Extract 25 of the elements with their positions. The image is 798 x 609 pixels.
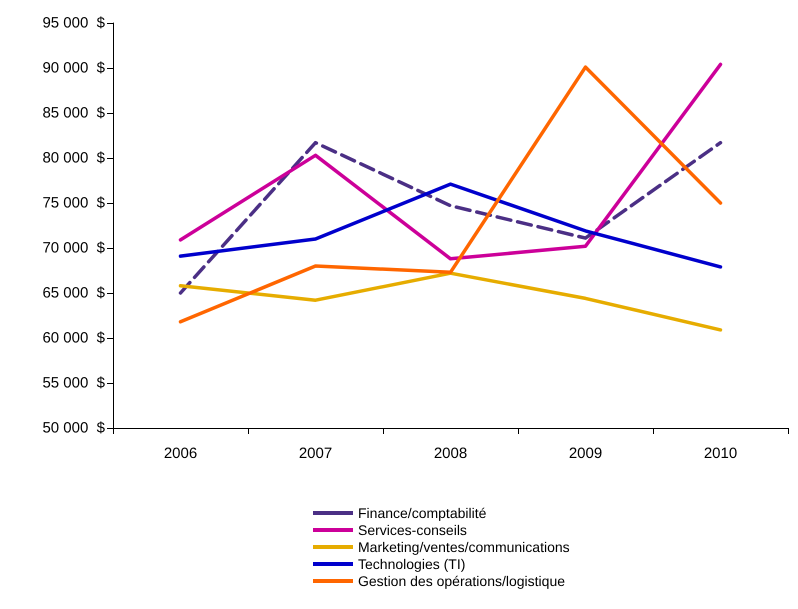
y-tick-label: 85 000 $ (42, 104, 106, 122)
line-series (178, 182, 722, 269)
y-tick-label: 75 000 $ (42, 194, 106, 212)
x-tick-label: 2006 (164, 445, 198, 462)
x-tick-label: 2010 (704, 445, 738, 462)
line-series (178, 140, 722, 295)
x-tick-label: 2009 (568, 445, 602, 462)
line-series (178, 271, 722, 332)
y-tick-label: 60 000 $ (42, 330, 106, 346)
x-tick-label: 2008 (434, 445, 468, 462)
y-tick-label: 90 000 $ (42, 60, 106, 76)
y-tick-label: 95 000 $ (42, 14, 106, 32)
line-series (178, 62, 722, 261)
y-tick-label: 80 000 $ (42, 150, 106, 166)
legend-label: Gestion des opérations/logistique (358, 573, 566, 589)
y-tick-label: 70 000 $ (42, 240, 106, 256)
legend-label: Finance/comptabilité (358, 505, 487, 521)
x-tick-label: 2007 (298, 445, 332, 462)
y-tick-label: 65 000 $ (42, 284, 106, 302)
legend-label: Services-conseils (358, 522, 467, 538)
line-series (178, 65, 722, 324)
y-tick-label: 55 000 $ (42, 374, 106, 392)
y-tick-label: 50 000 $ (42, 420, 106, 436)
legend-label: Marketing/ventes/communications (358, 539, 570, 555)
legend-label: Technologies (TI) (358, 556, 466, 572)
